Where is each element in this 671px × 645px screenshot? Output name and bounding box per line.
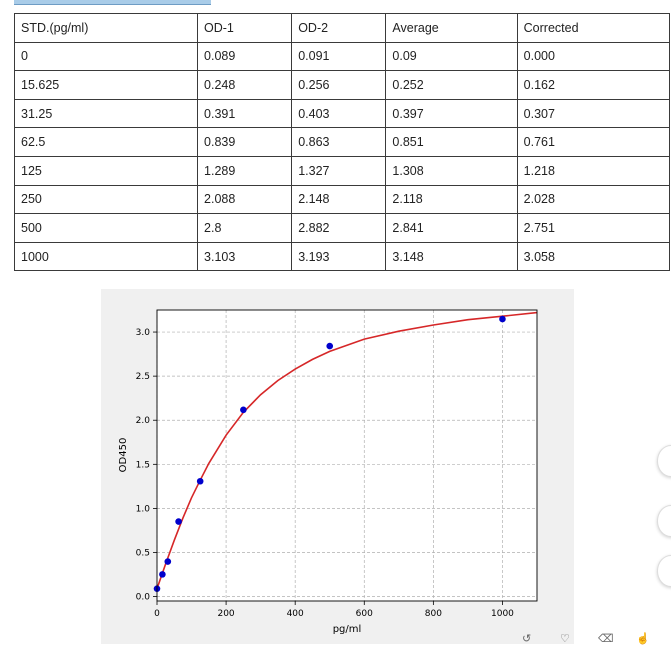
table-cell: 1000: [13, 241, 199, 272]
table-cell: 0.391: [197, 98, 293, 129]
table-row: 31.25 0.391 0.403 0.397 0.307: [13, 98, 671, 129]
table-cell: 0.248: [197, 70, 293, 100]
table-cell: 1.308: [385, 155, 518, 186]
table-row: 250 2.088 2.148 2.118 2.028: [13, 184, 671, 215]
column-header-od2: OD-2: [291, 13, 387, 43]
table-cell: 2.118: [385, 184, 518, 215]
column-header-corrected: Corrected: [516, 13, 671, 43]
table-cell: 15.625: [13, 70, 199, 100]
table-header-row: STD.(pg/ml) OD-1 OD-2 Average Corrected: [13, 13, 671, 43]
table-cell: 0.162: [516, 70, 671, 100]
table-cell: 0.761: [516, 127, 671, 157]
data-point: [196, 477, 204, 485]
table-cell: 31.25: [13, 98, 199, 129]
standard-curve-chart: 0 200 400 600 800 1000 0.0 0.5 1.0 1.5 2.0 2.5 3.0 p…: [101, 289, 574, 644]
table-cell: 0.863: [291, 127, 387, 157]
table-body: 0 0.089 0.091 0.09 0.000 15.625 0.248 0.256 0.25…: [13, 41, 671, 272]
table-cell: 2.882: [291, 213, 387, 243]
delete-icon[interactable]: ⌫: [598, 633, 614, 645]
table-cell: 1.289: [197, 155, 293, 186]
table-cell: 0.000: [516, 41, 671, 72]
table-cell: 0.252: [385, 70, 518, 100]
table-row: 500 2.8 2.882 2.841 2.751: [13, 213, 671, 243]
share-icon[interactable]: ↺: [522, 633, 532, 645]
x-tick-label: 600: [356, 609, 373, 619]
table-cell: 2.8: [197, 213, 293, 243]
column-header-average: Average: [385, 13, 518, 43]
table-cell: 0.09: [385, 41, 518, 72]
table-cell: 3.103: [197, 241, 293, 272]
table-cell: 0.839: [197, 127, 293, 157]
table-cell: 3.193: [291, 241, 387, 272]
x-tick-label: 800: [425, 609, 442, 619]
table-row: 125 1.289 1.327 1.308 1.218: [13, 155, 671, 186]
data-point: [175, 518, 182, 525]
table-cell: 2.841: [385, 213, 518, 243]
data-point: [240, 406, 247, 414]
x-tick-label: 0: [154, 609, 160, 619]
x-axis-label: pg/ml: [333, 624, 362, 635]
table-cell: 0.397: [385, 98, 518, 129]
table-row: 15.625 0.248 0.256 0.252 0.162: [13, 70, 671, 100]
y-tick-label: 1.0: [136, 504, 151, 514]
table-cell: 500: [13, 213, 199, 243]
table-row: 62.5 0.839 0.863 0.851 0.761: [13, 127, 671, 157]
data-point: [499, 315, 506, 323]
table-cell: 125: [13, 155, 199, 186]
data-point: [326, 342, 334, 350]
fit-curve-line: [156, 311, 538, 589]
table-cell: 2.028: [516, 184, 671, 215]
heart-icon[interactable]: ♡: [560, 633, 570, 645]
grid-lines: [156, 310, 537, 601]
like-icon[interactable]: ☝: [636, 633, 650, 645]
x-tick-label: 200: [217, 609, 234, 619]
y-axis-label: OD450: [118, 438, 129, 473]
column-header-od1: OD-1: [197, 13, 293, 43]
table-cell: 0.307: [516, 98, 671, 129]
table-cell: 0.089: [197, 41, 293, 72]
table-row: 1000 3.103 3.193 3.148 3.058: [13, 241, 671, 272]
y-tick-label: 0.5: [136, 549, 150, 559]
standard-curve-table: STD.(pg/ml) OD-1 OD-2 Average Corrected …: [13, 13, 671, 272]
table-cell: 1.218: [516, 155, 671, 186]
chart-canvas: 0 200 400 600 800 1000 0.0 0.5 1.0 1.5 2.0 2.5 3.0 p…: [118, 309, 538, 635]
x-tick-label: 400: [287, 609, 304, 619]
header-highlight-band: [14, 0, 211, 5]
y-tick-label: 1.5: [136, 460, 150, 470]
y-tick-label: 2.0: [136, 416, 151, 426]
side-tool-button-1[interactable]: [657, 445, 671, 477]
table-cell: 2.751: [516, 213, 671, 243]
table-cell: 0.403: [291, 98, 387, 129]
data-point: [159, 571, 166, 578]
table-cell: 0.256: [291, 70, 387, 100]
table-cell: 2.148: [291, 184, 387, 215]
side-tool-button-3[interactable]: [657, 555, 671, 587]
table-cell: 250: [13, 184, 199, 215]
table-row: 0 0.089 0.091 0.09 0.000: [13, 41, 671, 72]
table-cell: 3.058: [516, 241, 671, 272]
table-cell: 0: [13, 41, 199, 72]
table-cell: 1.327: [291, 155, 387, 186]
data-point: [164, 558, 172, 565]
table-cell: 62.5: [13, 127, 199, 157]
column-header-std: STD.(pg/ml): [13, 13, 199, 43]
side-tool-button-2[interactable]: [657, 505, 671, 537]
bottom-toolbar: ↺ ♡ ⌫ ☝: [520, 633, 671, 645]
table-cell: 3.148: [385, 241, 518, 272]
y-tick-label: 3.0: [136, 328, 151, 338]
y-tick-label: 0.0: [136, 593, 151, 603]
axis-ticks: 0 200 400 600 800 1000 0.0 0.5 1.0 1.5 2.0 2.5 3.0: [136, 328, 515, 619]
table-cell: 0.851: [385, 127, 518, 157]
y-tick-label: 2.5: [136, 372, 150, 382]
plot-frame: [156, 309, 538, 602]
x-tick-label: 1000: [491, 609, 514, 619]
table-cell: 2.088: [197, 184, 293, 215]
table-cell: 0.091: [291, 41, 387, 72]
